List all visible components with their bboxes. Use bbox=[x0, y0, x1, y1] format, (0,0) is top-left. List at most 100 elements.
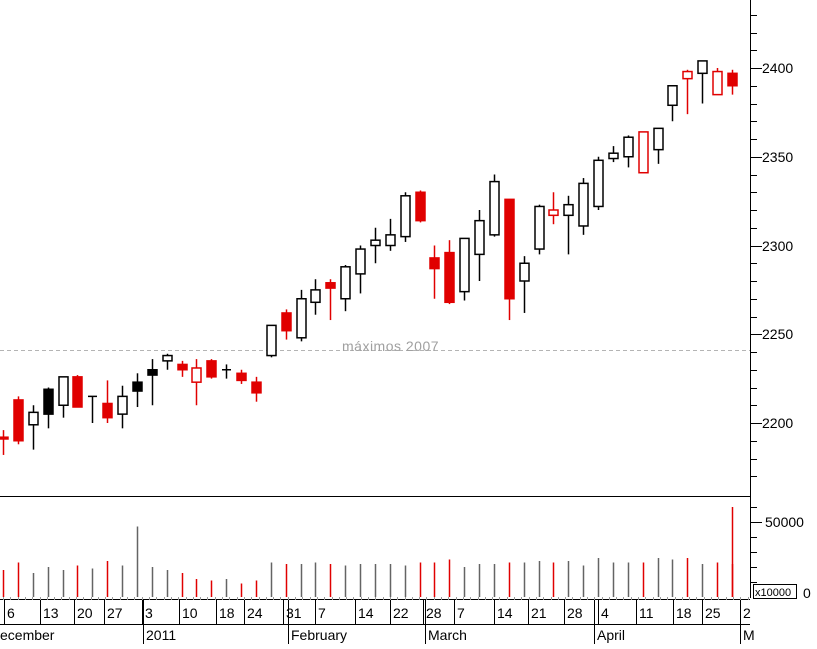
candle bbox=[206, 359, 217, 379]
y-tick-label: 2250 bbox=[762, 326, 793, 342]
candle bbox=[296, 289, 307, 342]
x-day-label: 22 bbox=[393, 605, 409, 621]
date-x-axis: 6 13 20 27 3 10 18 24 31 7 14 22 28 7 14 21 28 4 11 18 25 2 ec… bbox=[0, 597, 755, 644]
candle-body bbox=[266, 324, 277, 357]
candle-body bbox=[474, 219, 485, 256]
candle bbox=[266, 324, 277, 358]
candle-body bbox=[563, 203, 574, 217]
candle bbox=[191, 359, 202, 406]
candle bbox=[385, 218, 396, 251]
price-y-axis: 2400 2350 2300 2250 2200 bbox=[750, 15, 793, 477]
x-day-label: 21 bbox=[531, 605, 547, 621]
x-day-label: 7 bbox=[457, 605, 465, 621]
candle bbox=[474, 210, 485, 281]
candle-body bbox=[370, 239, 381, 247]
candles-series bbox=[0, 60, 738, 455]
candle bbox=[58, 376, 69, 418]
candle bbox=[117, 385, 128, 429]
candle bbox=[28, 405, 39, 450]
candle-body bbox=[251, 381, 262, 394]
volume-series bbox=[2, 507, 734, 597]
candle-body bbox=[281, 312, 292, 332]
candle-body bbox=[162, 354, 173, 362]
candle-body bbox=[459, 237, 470, 293]
candle bbox=[623, 135, 634, 168]
candle-body bbox=[489, 180, 500, 236]
candle-body bbox=[102, 402, 113, 419]
candle bbox=[712, 68, 723, 96]
candle-body bbox=[638, 131, 649, 174]
candle bbox=[504, 198, 515, 321]
candle-body bbox=[28, 411, 39, 426]
x-day-label: 31 bbox=[286, 605, 302, 621]
x-day-label: 4 bbox=[601, 605, 609, 621]
candle-body bbox=[682, 70, 693, 80]
x-day-label: 24 bbox=[247, 605, 263, 621]
x-month-label: April bbox=[597, 627, 625, 643]
candle bbox=[162, 353, 173, 370]
candle bbox=[147, 359, 158, 406]
candle bbox=[132, 373, 143, 408]
y-tick-label: 2300 bbox=[762, 238, 793, 254]
candle-body bbox=[13, 399, 24, 442]
candle bbox=[638, 131, 649, 174]
candle-body bbox=[147, 369, 158, 376]
candle bbox=[429, 245, 440, 299]
x-day-label: 11 bbox=[639, 605, 654, 621]
candle bbox=[251, 376, 262, 402]
candle bbox=[653, 127, 664, 164]
candle-body bbox=[132, 381, 143, 392]
x-day-label: 6 bbox=[7, 605, 15, 621]
x-day-label: 20 bbox=[77, 605, 93, 621]
candle-body bbox=[415, 191, 426, 222]
candle-body bbox=[712, 70, 723, 96]
volume-y-axis: 50000 0 bbox=[750, 507, 811, 601]
candle bbox=[0, 430, 9, 455]
x-day-label: 14 bbox=[497, 605, 513, 621]
candle bbox=[548, 192, 559, 225]
candle bbox=[667, 85, 678, 122]
candle-body bbox=[325, 282, 336, 289]
candle bbox=[415, 190, 426, 223]
candle-body bbox=[296, 298, 307, 339]
candle-body bbox=[667, 85, 678, 107]
candle-body bbox=[548, 209, 559, 217]
candle bbox=[236, 369, 247, 384]
candle bbox=[72, 375, 83, 408]
candle-body bbox=[519, 262, 530, 282]
x-day-label: 3 bbox=[145, 605, 153, 621]
volume-unit-label: x10000 bbox=[755, 587, 791, 599]
y-tick-label: 2200 bbox=[762, 415, 793, 431]
x-day-label: 14 bbox=[358, 605, 374, 621]
candle bbox=[102, 380, 113, 423]
candle-body bbox=[177, 363, 188, 371]
x-day-label: 2 bbox=[743, 605, 751, 621]
candle bbox=[459, 237, 470, 301]
candle bbox=[727, 69, 738, 95]
candle-body bbox=[58, 376, 69, 407]
y-tick-label: 2350 bbox=[762, 149, 793, 165]
x-month-label: ecember bbox=[0, 627, 55, 643]
volume-tick-label: 0 bbox=[803, 585, 811, 601]
candle-body bbox=[206, 360, 217, 378]
candle-body bbox=[653, 127, 664, 151]
candle-body bbox=[236, 372, 247, 382]
candle-body bbox=[117, 395, 128, 415]
candle-body bbox=[727, 72, 738, 87]
candle bbox=[563, 195, 574, 255]
candle-body bbox=[534, 205, 545, 250]
candle-body bbox=[578, 182, 589, 227]
x-day-label: 25 bbox=[705, 605, 721, 621]
candle-body bbox=[444, 251, 455, 304]
x-day-label: 7 bbox=[318, 605, 326, 621]
reference-annotation: máximos 2007 bbox=[342, 338, 439, 354]
candle bbox=[310, 279, 321, 315]
candle bbox=[444, 240, 455, 305]
candle bbox=[43, 387, 54, 429]
candle-body bbox=[310, 289, 321, 304]
candle bbox=[370, 227, 381, 264]
candle bbox=[400, 192, 411, 242]
candle bbox=[697, 60, 708, 104]
x-month-label: M bbox=[743, 627, 755, 643]
